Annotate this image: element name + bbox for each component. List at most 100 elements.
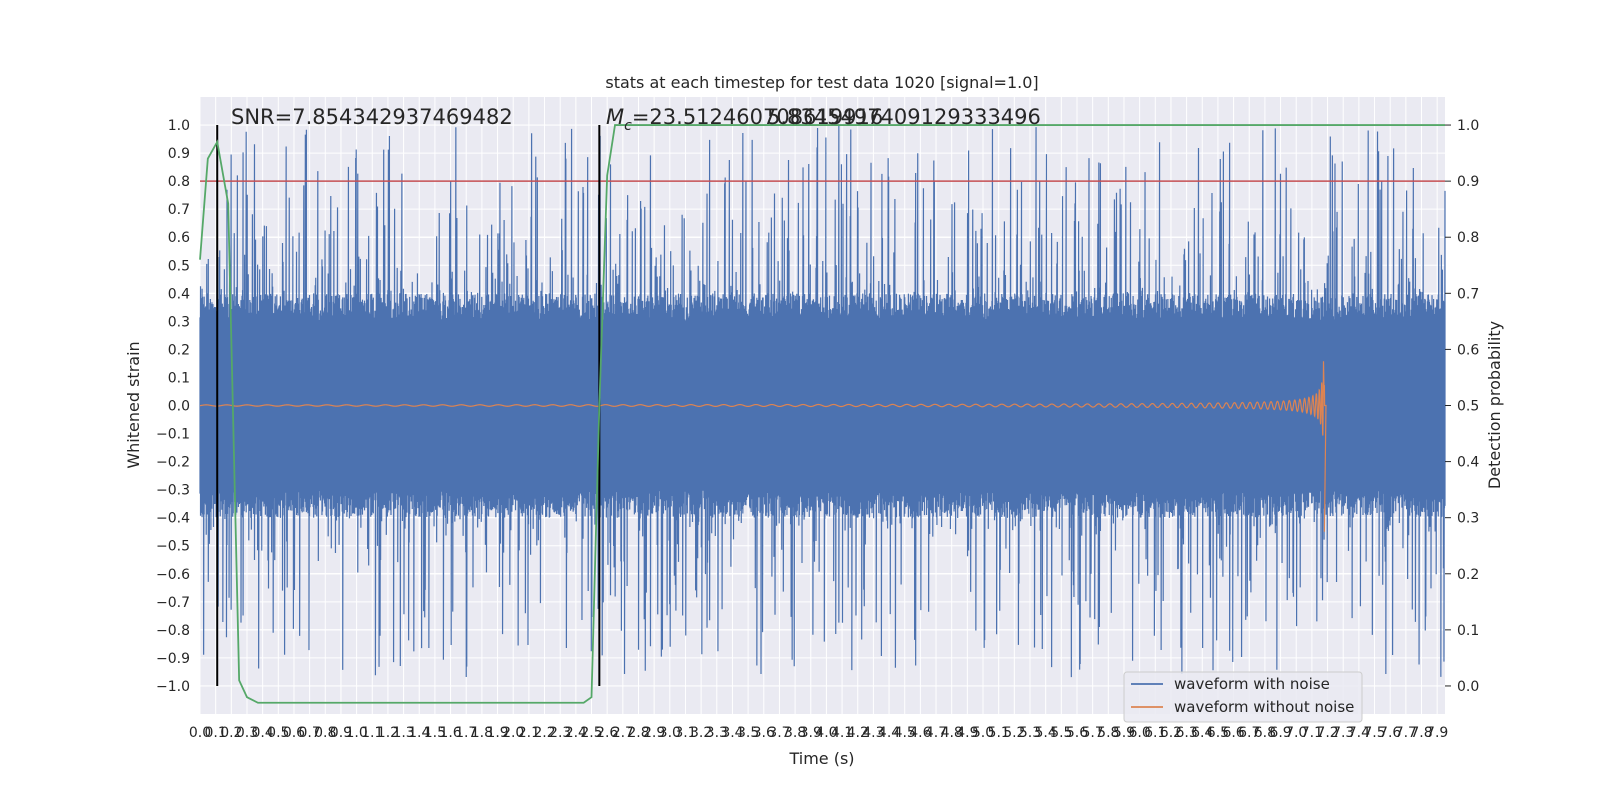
x-tick-label: 0.6 — [283, 725, 305, 741]
x-tick-label: 6.3 — [1175, 725, 1197, 741]
right-y-tick-label: 0.9 — [1457, 174, 1479, 190]
x-tick-label: 4.3 — [862, 725, 884, 741]
x-tick-label: 0.2 — [220, 725, 242, 741]
right-y-tick-label: 0.6 — [1457, 342, 1479, 358]
x-tick-label: 5.0 — [972, 725, 994, 741]
x-tick-label: 4.7 — [925, 725, 947, 741]
chirp-mass-value: =23.512460708619916 — [632, 105, 883, 129]
left-y-tick-label: −0.9 — [156, 651, 190, 667]
x-tick-label: 1.5 — [424, 725, 446, 741]
x-tick-label: 5.5 — [1050, 725, 1072, 741]
detection-probability-line — [199, 124, 1445, 704]
x-tick-label: 6.2 — [1160, 725, 1182, 741]
x-tick-label: 7.9 — [1426, 725, 1448, 741]
x-tick-label: 0.4 — [252, 725, 274, 741]
left-y-tick-label: 0.0 — [168, 399, 190, 415]
chart-title: stats at each timestep for test data 102… — [605, 73, 1038, 92]
x-tick-label: 1.8 — [471, 725, 493, 741]
x-tick-label: 5.6 — [1066, 725, 1088, 741]
x-tick-label: 5.9 — [1113, 725, 1135, 741]
x-tick-label: 3.0 — [659, 725, 681, 741]
x-tick-label: 4.4 — [878, 725, 900, 741]
overlapping-annotation: 5.8345497409129333496 — [767, 105, 1041, 129]
left-y-tick-label: 0.2 — [168, 342, 190, 358]
x-tick-label: 6.0 — [1128, 725, 1150, 741]
x-tick-label: 0.5 — [267, 725, 289, 741]
x-tick-label: 3.8 — [784, 725, 806, 741]
x-tick-label: 0.7 — [298, 725, 320, 741]
x-tick-label: 3.9 — [800, 725, 822, 741]
noisy-waveform-series — [199, 125, 1446, 678]
x-tick-label: 0.1 — [205, 725, 227, 741]
legend-label-noisy: waveform with noise — [1174, 675, 1330, 693]
legend-label-clean: waveform without noise — [1174, 698, 1354, 716]
x-tick-label: 4.6 — [909, 725, 931, 741]
x-tick-label: 6.7 — [1238, 725, 1260, 741]
left-y-tick-label: 0.4 — [168, 286, 190, 302]
chirp-mass-annotation: Mc=23.512460708619916 — [606, 105, 883, 134]
x-tick-label: 7.0 — [1285, 725, 1307, 741]
x-axis-label: Time (s) — [788, 749, 854, 768]
left-y-tick-label: 0.9 — [168, 146, 190, 162]
x-tick-label: 2.2 — [533, 725, 555, 741]
left-y-tick-label: −0.8 — [156, 623, 190, 639]
left-y-tick-label: 1.0 — [168, 118, 190, 134]
x-tick-label: 1.2 — [377, 725, 399, 741]
right-y-axis-label: Detection probability — [1485, 321, 1504, 489]
right-y-ticks: 1.0 0.9 0.8 0.7 0.6 0.5 0.4 0.3 0.2 0.1 0.0 — [1445, 118, 1479, 695]
legend: waveform with noise waveform without noi… — [1123, 671, 1363, 723]
x-tick-label: 7.2 — [1316, 725, 1338, 741]
left-y-tick-label: 0.3 — [168, 314, 190, 330]
legend-box — [1123, 671, 1363, 723]
x-tick-label: 4.5 — [894, 725, 916, 741]
noisy-waveform-line — [199, 125, 1446, 678]
x-tick-label: 4.1 — [831, 725, 853, 741]
x-tick-label: 1.9 — [486, 725, 508, 741]
x-tick-label: 4.2 — [847, 725, 869, 741]
x-tick-label: 1.0 — [345, 725, 367, 741]
x-tick-label: 0.0 — [189, 725, 211, 741]
left-y-tick-label: −0.6 — [156, 567, 190, 583]
chirp-mass-subscript: c — [624, 118, 632, 134]
x-tick-label: 2.9 — [643, 725, 665, 741]
left-y-tick-label: 0.6 — [168, 230, 190, 246]
clean-waveform-line — [199, 361, 1327, 532]
right-y-tick-label: 0.2 — [1457, 567, 1479, 583]
x-tick-label: 6.5 — [1207, 725, 1229, 741]
x-tick-label: 7.4 — [1348, 725, 1370, 741]
x-tick-label: 5.8 — [1097, 725, 1119, 741]
right-y-tick-label: 0.8 — [1457, 230, 1479, 246]
x-tick-label: 2.1 — [518, 725, 540, 741]
x-tick-label: 3.7 — [768, 725, 790, 741]
x-tick-label: 0.9 — [330, 725, 352, 741]
x-tick-label: 7.8 — [1410, 725, 1432, 741]
x-tick-label: 1.4 — [408, 725, 430, 741]
x-tick-label: 6.9 — [1269, 725, 1291, 741]
right-y-tick-label: 1.0 — [1457, 118, 1479, 134]
x-tick-label: 4.8 — [941, 725, 963, 741]
left-y-tick-label: −0.5 — [156, 539, 190, 555]
x-tick-label: 2.5 — [580, 725, 602, 741]
x-tick-label: 7.6 — [1379, 725, 1401, 741]
x-tick-label: 2.7 — [612, 725, 634, 741]
x-tick-label: 4.9 — [956, 725, 978, 741]
x-tick-label: 5.1 — [988, 725, 1010, 741]
x-tick-label: 7.1 — [1301, 725, 1323, 741]
x-tick-label: 1.7 — [455, 725, 477, 741]
right-y-tick-label: 0.1 — [1457, 623, 1479, 639]
x-tick-label: 3.1 — [674, 725, 696, 741]
x-tick-label: 2.0 — [502, 725, 524, 741]
x-tick-label: 3.5 — [737, 725, 759, 741]
left-y-tick-label: −0.7 — [156, 595, 190, 611]
x-tick-label: 5.4 — [1035, 725, 1057, 741]
left-y-axis-label: Whitened strain — [124, 341, 143, 468]
x-ticks: 0.00.10.20.30.40.50.60.70.80.91.01.11.21… — [189, 725, 1448, 741]
left-y-tick-label: −0.4 — [156, 511, 190, 527]
x-tick-label: 5.7 — [1082, 725, 1104, 741]
x-tick-label: 6.8 — [1254, 725, 1276, 741]
right-y-tick-label: 0.4 — [1457, 455, 1479, 471]
x-tick-label: 3.3 — [706, 725, 728, 741]
x-tick-label: 0.8 — [314, 725, 336, 741]
x-tick-label: 6.6 — [1222, 725, 1244, 741]
right-y-tick-label: 0.5 — [1457, 399, 1479, 415]
